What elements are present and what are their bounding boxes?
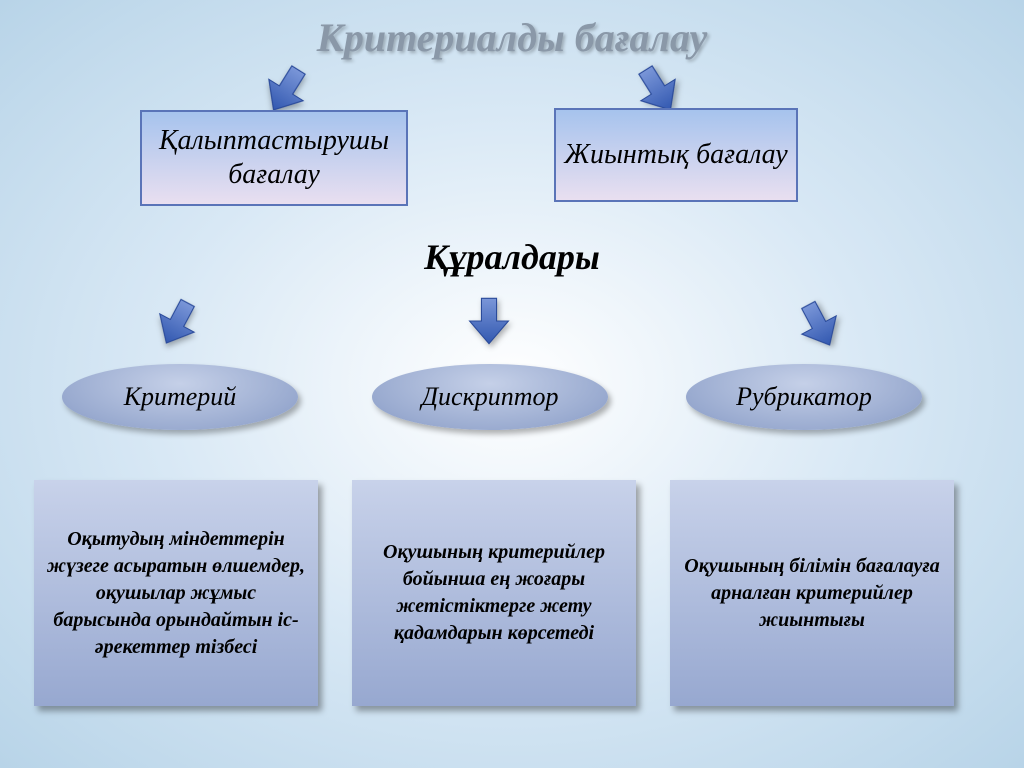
desc-descriptor: Оқушының критерийлер бойынша ең жоғары ж… [352,480,636,706]
desc-rubricator-text: Оқушының білімін бағалауға арналған крит… [682,553,942,634]
oval-criterion-label: Критерий [124,382,237,412]
arrow-mid-left [150,296,204,355]
box-summative: Жиынтық бағалау [554,108,798,202]
box-formative-label: Қалыптастырушы бағалау [142,124,406,191]
desc-rubricator: Оқушының білімін бағалауға арналған крит… [670,480,954,706]
oval-descriptor: Дискриптор [372,364,608,430]
oval-rubricator: Рубрикатор [686,364,922,430]
slide-title: Критериалды бағалау [317,14,708,61]
box-formative: Қалыптастырушы бағалау [140,110,408,206]
oval-rubricator-label: Рубрикатор [736,382,872,412]
arrow-mid-center [462,294,516,353]
subtitle-tools: Құралдары [424,236,600,278]
desc-descriptor-text: Оқушының критерийлер бойынша ең жоғары ж… [364,539,624,647]
oval-descriptor-label: Дискриптор [421,382,558,412]
box-summative-label: Жиынтық бағалау [564,138,787,172]
arrow-mid-right [792,298,846,357]
desc-criterion: Оқытудың міндеттерін жүзеге асыратын өлш… [34,480,318,706]
oval-criterion: Критерий [62,364,298,430]
desc-criterion-text: Оқытудың міндеттерін жүзеге асыратын өлш… [46,526,306,661]
